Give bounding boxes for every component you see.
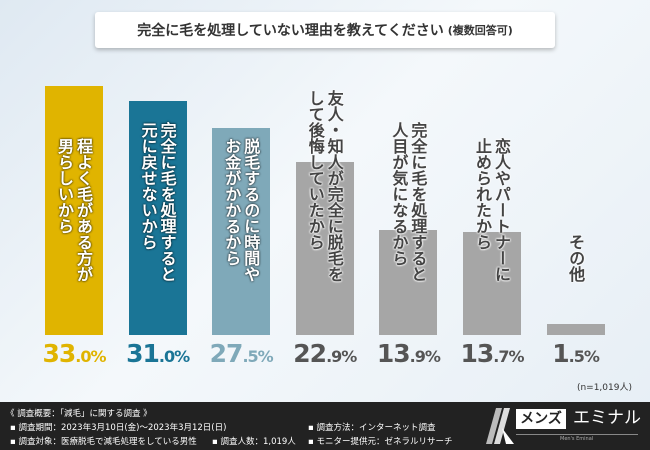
footer-period: ▪ 調査期間：2023年3月10日(金)～2023年3月12日(日) bbox=[10, 423, 227, 433]
value-label: 31.0% bbox=[126, 339, 190, 368]
bar-label-line: して後悔していたから bbox=[305, 90, 325, 250]
bar-label: 恋人やパートナーに 止められたから bbox=[473, 138, 511, 282]
bar-label-line: 完全に毛を処理すると bbox=[157, 122, 177, 282]
bar-label: その他 bbox=[566, 234, 585, 282]
bar bbox=[379, 230, 438, 335]
bar bbox=[463, 231, 521, 335]
footer-target: ▪ 調査対象：医療脱毛で減毛処理をしている男性 bbox=[10, 437, 197, 447]
logo-text: エミナル bbox=[573, 408, 641, 428]
title-note: (複数回答可) bbox=[447, 24, 513, 37]
bar-label-line: 友人・知人が完全に脱毛を bbox=[324, 90, 344, 282]
logo-mark-icon bbox=[486, 408, 514, 444]
bar-label-line: 完全に毛を処理すると bbox=[408, 122, 428, 282]
bar bbox=[45, 86, 103, 335]
bar-label: 完全に毛を処理すると 元に戻せないから bbox=[139, 122, 177, 282]
bar-label-line: 人目が気になるから bbox=[389, 122, 409, 266]
bar-label: 完全に毛を処理すると 人目が気になるから bbox=[389, 122, 427, 282]
bar-label: 脱毛するのに時間や お金がかかるから bbox=[222, 138, 260, 282]
bar bbox=[212, 127, 271, 335]
bar-label-line: その他 bbox=[566, 234, 586, 282]
footer-count: ▪ 調査人数：1,019人 bbox=[212, 437, 296, 447]
bar-label-line: 脱毛するのに時間や bbox=[241, 138, 261, 282]
bar-label-line: 程よく毛がある方が bbox=[74, 138, 93, 282]
footer-heading: 《 調査概要：「減毛」に関する調査 》 bbox=[6, 409, 152, 419]
bar-label-line: お金がかかるから bbox=[222, 138, 242, 266]
bar-label-line: 恋人やパートナーに bbox=[492, 138, 511, 282]
bar-label: 友人・知人が完全に脱毛を して後悔していたから bbox=[306, 90, 344, 282]
footer-provider: ▪ モニター提供元：ゼネラルリサーチ bbox=[308, 437, 453, 447]
sample-size-note: (n=1,019人) bbox=[576, 383, 632, 393]
bar bbox=[128, 101, 187, 335]
logo-box: メンズ bbox=[516, 409, 566, 429]
bar-label-line: 止められたから bbox=[473, 138, 492, 250]
bar bbox=[295, 162, 354, 335]
value-label: 27.5% bbox=[209, 339, 274, 368]
value-label: 33.0% bbox=[42, 339, 106, 368]
value-label: 22.9% bbox=[293, 339, 357, 368]
logo-subtext: Men's Eminal bbox=[560, 436, 594, 442]
bar-label-line: 男らしいから bbox=[55, 138, 74, 234]
bar bbox=[546, 323, 605, 335]
chart-title: 完全に毛を処理していない理由を教えてください (複数回答可) bbox=[95, 12, 555, 48]
value-label: 1.5% bbox=[552, 339, 600, 368]
title-text: 完全に毛を処理していない理由を教えてください bbox=[137, 23, 444, 39]
value-label: 13.7% bbox=[460, 339, 524, 368]
bar-label-line: 元に戻せないから bbox=[138, 122, 158, 250]
bar-label: 程よく毛がある方が 男らしいから bbox=[55, 138, 93, 282]
value-label: 13.9% bbox=[376, 339, 441, 368]
footer-method: ▪ 調査方法：インターネット調査 bbox=[308, 423, 436, 433]
logo-divider bbox=[516, 434, 638, 435]
bar-chart: 程よく毛がある方が 男らしいから 33.0% 完全に毛を処理すると 元に戻せないから 31… bbox=[42, 86, 605, 368]
